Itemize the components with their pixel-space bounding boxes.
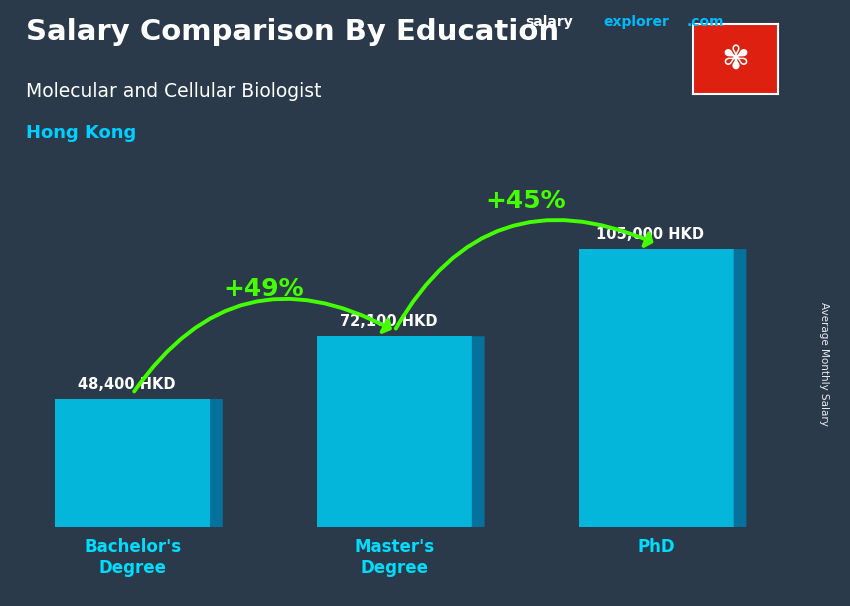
Text: 72,100 HKD: 72,100 HKD <box>340 314 437 329</box>
Text: Molecular and Cellular Biologist: Molecular and Cellular Biologist <box>26 82 321 101</box>
Text: Salary Comparison By Education: Salary Comparison By Education <box>26 18 558 46</box>
Polygon shape <box>317 336 472 527</box>
Polygon shape <box>210 399 223 527</box>
Text: .com: .com <box>687 15 724 29</box>
Text: explorer: explorer <box>604 15 670 29</box>
Polygon shape <box>734 249 746 527</box>
Text: 48,400 HKD: 48,400 HKD <box>78 376 175 391</box>
Text: 105,000 HKD: 105,000 HKD <box>596 227 705 242</box>
Polygon shape <box>55 399 210 527</box>
Text: Average Monthly Salary: Average Monthly Salary <box>819 302 829 425</box>
Text: Hong Kong: Hong Kong <box>26 124 136 142</box>
Text: +45%: +45% <box>485 190 565 213</box>
Text: salary: salary <box>525 15 573 29</box>
Polygon shape <box>472 336 484 527</box>
Text: ✾: ✾ <box>722 42 749 76</box>
Polygon shape <box>579 249 734 527</box>
Text: +49%: +49% <box>224 276 303 301</box>
